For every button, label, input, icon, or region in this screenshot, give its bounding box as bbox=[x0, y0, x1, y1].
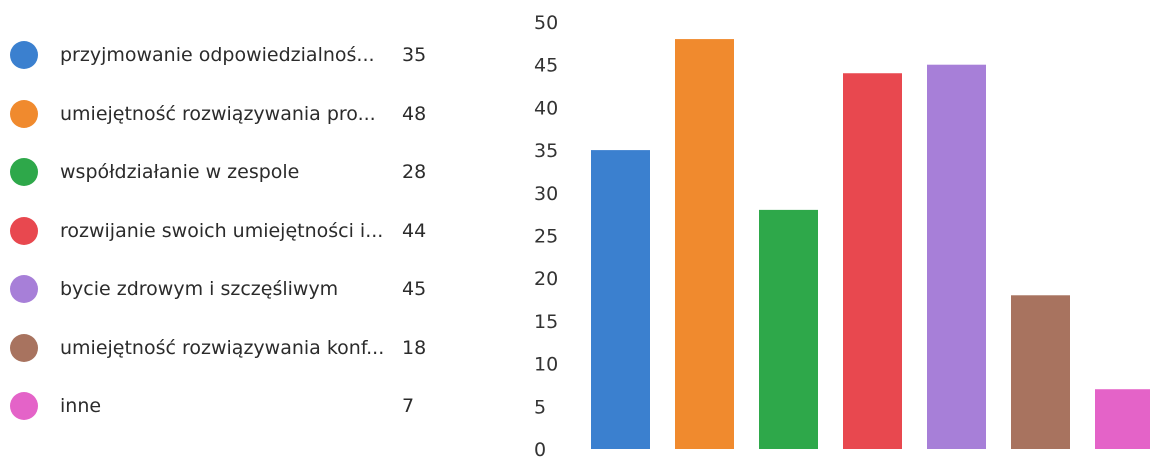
legend-label: umiejętność rozwiązywania konf... bbox=[60, 336, 385, 359]
y-tick-label: 50 bbox=[534, 12, 558, 34]
legend-value: 44 bbox=[402, 219, 427, 242]
y-tick-label: 35 bbox=[534, 140, 558, 162]
legend-value: 48 bbox=[402, 102, 427, 125]
legend-color-dot bbox=[10, 41, 38, 69]
legend-value: 45 bbox=[402, 278, 427, 300]
legend-value: 35 bbox=[402, 44, 427, 66]
legend-label: bycie zdrowym i szczęśliwym bbox=[60, 278, 339, 300]
legend-color-dot bbox=[10, 333, 38, 362]
legend-value: 18 bbox=[402, 336, 427, 359]
legend-value: 7 bbox=[402, 395, 415, 417]
y-tick-label: 15 bbox=[534, 311, 558, 333]
chart-legend: przyjmowanie odpowiedzialnoś... 35 umiejęt… bbox=[0, 0, 470, 461]
legend-label: inne bbox=[60, 395, 102, 417]
legend-item: inne 7 bbox=[10, 391, 450, 421]
y-tick-label: 25 bbox=[534, 226, 558, 248]
y-tick-label: 0 bbox=[534, 439, 546, 461]
legend-item: rozwijanie swoich umiejętności i... 44 bbox=[10, 216, 450, 246]
legend-item: umiejętność rozwiązywania pro... 48 bbox=[10, 99, 450, 129]
legend-color-dot bbox=[10, 99, 38, 128]
y-tick-label: 30 bbox=[534, 183, 558, 205]
bar bbox=[591, 150, 650, 449]
y-tick-label: 10 bbox=[534, 354, 558, 376]
y-tick-label: 5 bbox=[534, 396, 546, 418]
y-tick-label: 45 bbox=[534, 55, 558, 77]
legend-item: współdziałanie w zespole 28 bbox=[10, 157, 450, 187]
legend-value: 28 bbox=[402, 161, 427, 183]
legend-label: przyjmowanie odpowiedzialnoś... bbox=[60, 44, 375, 66]
bar bbox=[1095, 389, 1150, 449]
bar bbox=[1011, 295, 1070, 449]
bar bbox=[843, 73, 902, 450]
legend-color-dot bbox=[10, 392, 38, 420]
legend-label: umiejętność rozwiązywania pro... bbox=[60, 102, 376, 125]
legend-label: rozwijanie swoich umiejętności i... bbox=[60, 219, 384, 242]
bar bbox=[759, 209, 818, 449]
bar bbox=[927, 64, 986, 449]
bar bbox=[675, 39, 734, 449]
legend-item: umiejętność rozwiązywania konf... 18 bbox=[10, 333, 450, 363]
y-tick-label: 20 bbox=[534, 268, 558, 290]
legend-item: przyjmowanie odpowiedzialnoś... 35 bbox=[10, 40, 450, 70]
y-tick-label: 40 bbox=[534, 97, 558, 119]
bar-chart: 0 5 10 15 20 25 30 35 40 45 50 bbox=[534, 12, 1150, 461]
legend-color-dot bbox=[10, 158, 38, 186]
legend-label: współdziałanie w zespole bbox=[60, 161, 300, 183]
legend-color-dot bbox=[10, 216, 38, 245]
legend-item: bycie zdrowym i szczęśliwym 45 bbox=[10, 274, 450, 304]
legend-color-dot bbox=[10, 275, 38, 303]
